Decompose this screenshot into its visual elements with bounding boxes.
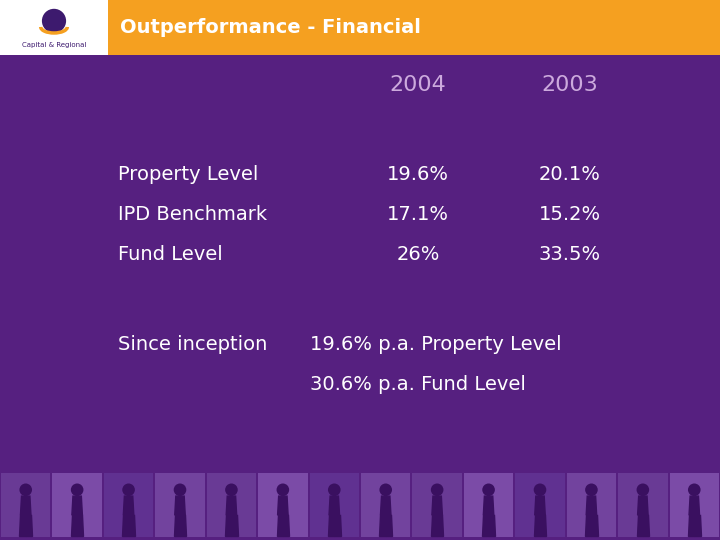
Polygon shape — [225, 515, 231, 536]
Polygon shape — [129, 515, 135, 536]
Circle shape — [585, 483, 598, 496]
Bar — [53, 473, 102, 537]
Text: 26%: 26% — [396, 246, 440, 265]
Bar — [310, 473, 359, 537]
Bar — [361, 473, 410, 537]
Polygon shape — [534, 515, 540, 536]
Bar — [618, 473, 667, 537]
Text: Capital & Regional: Capital & Regional — [22, 42, 86, 48]
Circle shape — [276, 483, 289, 496]
Bar — [0, 0, 108, 55]
Polygon shape — [483, 496, 494, 515]
Polygon shape — [482, 515, 489, 536]
Polygon shape — [432, 496, 442, 515]
Circle shape — [71, 483, 84, 496]
Polygon shape — [72, 496, 82, 515]
Polygon shape — [688, 515, 694, 536]
Text: Since inception: Since inception — [118, 335, 267, 354]
Bar — [207, 473, 256, 537]
Polygon shape — [386, 515, 392, 536]
Polygon shape — [174, 515, 180, 536]
Polygon shape — [431, 515, 437, 536]
Polygon shape — [26, 515, 32, 536]
Bar — [516, 473, 564, 537]
Polygon shape — [283, 515, 289, 536]
Text: 17.1%: 17.1% — [387, 206, 449, 225]
Circle shape — [482, 483, 495, 496]
Polygon shape — [636, 515, 643, 536]
Bar — [670, 473, 719, 537]
Bar — [258, 473, 307, 537]
Polygon shape — [123, 496, 134, 515]
Bar — [108, 0, 720, 55]
Polygon shape — [71, 515, 77, 536]
Polygon shape — [489, 515, 495, 536]
Text: IPD Benchmark: IPD Benchmark — [118, 206, 267, 225]
Polygon shape — [19, 515, 26, 536]
Circle shape — [328, 483, 341, 496]
Polygon shape — [694, 515, 701, 536]
Circle shape — [122, 483, 135, 496]
Polygon shape — [20, 496, 31, 515]
Circle shape — [379, 483, 392, 496]
Circle shape — [19, 483, 32, 496]
Polygon shape — [380, 496, 391, 515]
Polygon shape — [379, 515, 386, 536]
Polygon shape — [535, 496, 545, 515]
Circle shape — [225, 483, 238, 496]
Polygon shape — [329, 496, 340, 515]
Bar — [464, 473, 513, 537]
Polygon shape — [585, 515, 591, 536]
Text: 30.6% p.a. Fund Level: 30.6% p.a. Fund Level — [310, 375, 526, 395]
Polygon shape — [276, 515, 283, 536]
Polygon shape — [226, 496, 237, 515]
Circle shape — [431, 483, 444, 496]
Circle shape — [174, 483, 186, 496]
Bar — [567, 473, 616, 537]
Polygon shape — [122, 515, 129, 536]
Polygon shape — [643, 515, 649, 536]
Bar — [104, 473, 153, 537]
Text: 2004: 2004 — [390, 75, 446, 95]
Bar — [1, 473, 50, 537]
Bar — [413, 473, 462, 537]
Polygon shape — [278, 496, 288, 515]
Polygon shape — [638, 496, 648, 515]
Polygon shape — [437, 515, 444, 536]
Polygon shape — [540, 515, 546, 536]
Text: 15.2%: 15.2% — [539, 206, 601, 225]
Text: Property Level: Property Level — [118, 165, 258, 185]
Polygon shape — [328, 515, 334, 536]
Polygon shape — [180, 515, 186, 536]
Text: 19.6% p.a. Property Level: 19.6% p.a. Property Level — [310, 335, 562, 354]
Text: 19.6%: 19.6% — [387, 165, 449, 185]
Polygon shape — [77, 515, 84, 536]
Text: Outperformance - Financial: Outperformance - Financial — [120, 18, 421, 37]
Polygon shape — [586, 496, 597, 515]
Circle shape — [534, 483, 546, 496]
Text: 2003: 2003 — [541, 75, 598, 95]
Text: Fund Level: Fund Level — [118, 246, 222, 265]
Polygon shape — [231, 515, 238, 536]
Circle shape — [688, 483, 701, 496]
Text: 33.5%: 33.5% — [539, 246, 601, 265]
Text: 20.1%: 20.1% — [539, 165, 601, 185]
Circle shape — [636, 483, 649, 496]
Bar — [156, 473, 204, 537]
Polygon shape — [175, 496, 185, 515]
Polygon shape — [591, 515, 598, 536]
Polygon shape — [689, 496, 700, 515]
Circle shape — [42, 9, 66, 33]
Polygon shape — [334, 515, 341, 536]
